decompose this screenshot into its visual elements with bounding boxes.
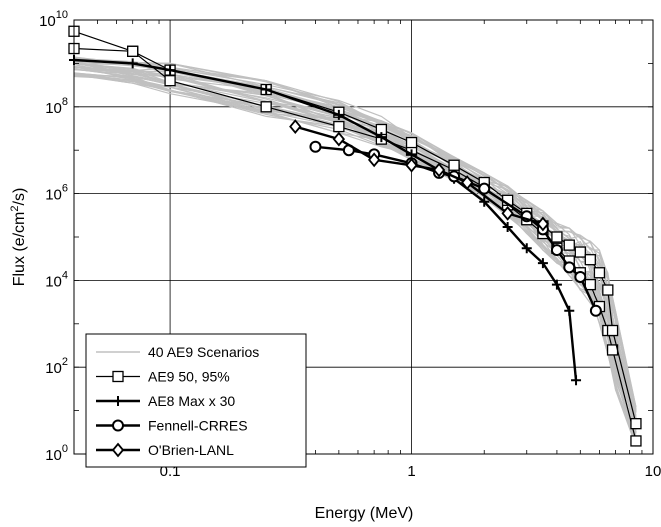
y-tick-exponent: 0	[62, 443, 68, 455]
plus-marker	[333, 109, 344, 120]
y-tick-base: 10	[45, 100, 62, 117]
plus-marker	[165, 65, 176, 76]
plus-marker	[479, 196, 490, 207]
legend-label: O'Brien-LANL	[148, 442, 234, 458]
plus-marker	[537, 258, 548, 269]
square-marker	[405, 136, 418, 149]
plus-marker	[571, 375, 582, 386]
x-tick-label: 1	[407, 463, 415, 480]
circle-marker	[574, 270, 587, 283]
legend-label: 40 AE9 Scenarios	[148, 344, 259, 360]
y-tick-label: 100	[45, 443, 68, 464]
circle-marker	[112, 419, 124, 432]
plus-marker	[564, 305, 575, 316]
y-tick-label: 108	[45, 96, 68, 117]
circle-marker	[478, 182, 491, 195]
scenario-line	[73, 56, 637, 408]
y-tick-base: 10	[45, 273, 62, 290]
circle-marker	[309, 140, 322, 153]
legend-item-obrien: O'Brien-LANL	[96, 442, 234, 458]
x-tick-label: 10	[645, 463, 661, 480]
plus-marker	[521, 243, 532, 254]
plus-marker	[261, 84, 272, 95]
square-marker	[551, 231, 563, 243]
y-axis-title: Flux (e/cm2/s)	[9, 188, 28, 287]
plus-marker	[551, 279, 562, 290]
y-tick-base: 10	[45, 447, 62, 464]
square-marker	[563, 239, 575, 251]
circle-marker	[550, 244, 563, 257]
legend-label: Fennell-CRRES	[148, 418, 248, 434]
scenario-line	[73, 59, 637, 416]
series-line-obrien	[294, 125, 544, 226]
square-marker	[112, 370, 124, 383]
plus-marker	[376, 132, 387, 143]
y-tick-label: 1010	[39, 9, 68, 30]
y-tick-exponent: 10	[56, 9, 68, 21]
diamond-marker	[289, 119, 302, 134]
y-tick-base: 10	[39, 13, 56, 30]
diamond-marker	[432, 162, 446, 178]
circle-marker	[563, 261, 576, 274]
diamond-marker	[536, 216, 550, 232]
series-obrien	[289, 119, 550, 232]
diamond-marker	[501, 205, 514, 221]
legend-item-ae9: AE9 50, 95%	[96, 369, 230, 385]
y-axis-title-sup: 2	[9, 205, 21, 211]
legend-item-fennell: Fennell-CRRES	[96, 418, 248, 434]
y-axis-title-post: /s)	[11, 188, 28, 206]
y-tick-exponent: 2	[62, 356, 68, 368]
legend-label: AE9 50, 95%	[148, 369, 230, 385]
square-marker	[630, 418, 642, 430]
legend: 40 AE9 Scenarios AE9 50, 95% AE8 Max x 30 F…	[85, 333, 307, 468]
diamond-marker	[405, 157, 418, 173]
square-marker	[602, 284, 614, 296]
scenario-line	[73, 59, 637, 408]
circle-marker	[589, 304, 602, 317]
y-axis-title-pre: Flux (e/cm	[11, 212, 28, 287]
square-marker	[606, 324, 619, 337]
plus-marker	[113, 396, 123, 406]
y-tick-label: 102	[45, 356, 68, 377]
legend-item-ae8: AE8 Max x 30	[96, 393, 235, 409]
scenario-line	[73, 63, 637, 424]
y-tick-base: 10	[45, 187, 62, 204]
square-marker	[584, 278, 596, 291]
plus-marker	[127, 58, 138, 69]
diamond-marker	[461, 175, 474, 190]
legend-label: AE8 Max x 30	[148, 393, 235, 409]
square-marker	[260, 101, 272, 113]
y-tick-label: 106	[45, 183, 68, 204]
legend-item-scenarios: 40 AE9 Scenarios	[96, 344, 259, 360]
square-marker	[127, 45, 139, 57]
y-tick-exponent: 8	[62, 96, 68, 108]
square-marker	[448, 159, 460, 171]
diamond-marker	[367, 152, 381, 168]
square-marker	[593, 267, 606, 279]
y-tick-exponent: 4	[62, 269, 68, 281]
diamond-marker	[332, 131, 346, 147]
square-marker	[164, 75, 176, 87]
plus-marker	[502, 221, 513, 232]
y-tick-label: 104	[45, 269, 68, 290]
y-tick-exponent: 6	[62, 183, 68, 195]
series-lines	[68, 25, 642, 447]
square-marker	[584, 254, 596, 266]
x-axis-title: Energy (MeV)	[315, 505, 414, 522]
square-marker	[574, 246, 586, 258]
square-marker	[333, 120, 345, 133]
diamond-marker	[111, 442, 125, 458]
square-marker	[630, 435, 642, 447]
y-tick-base: 10	[45, 360, 62, 377]
